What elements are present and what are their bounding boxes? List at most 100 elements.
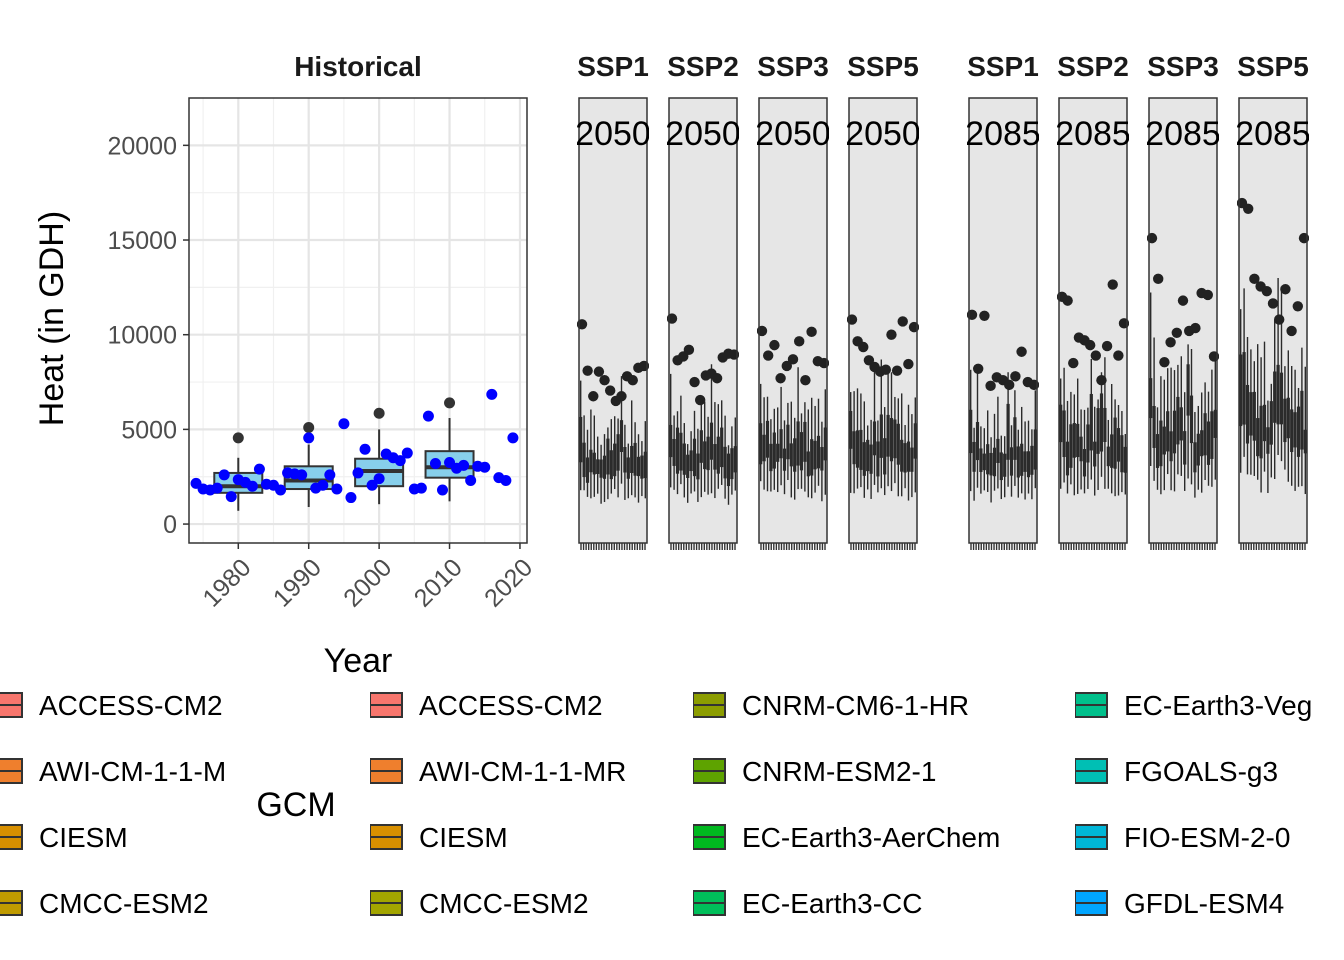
panel-border [758,97,828,544]
data-point [296,469,308,481]
legend-label: AWI-CM-1-1-MR [419,756,626,787]
outlier-point [1016,346,1027,357]
outlier-point [1096,374,1107,386]
mini-box-body [592,452,596,475]
mini-box-body [1193,442,1197,473]
mini-box-body [709,422,714,460]
mini-box-body [996,438,1000,463]
mini-box-body [803,421,807,462]
mini-box-body [1186,364,1190,416]
mini-box-body [903,443,907,473]
mini-box-body [626,457,630,479]
mini-box-body [1266,427,1270,454]
mini-box-body [716,436,720,474]
mini-box-body [692,438,697,477]
mini-box-body [969,409,973,454]
mini-box-body [1113,417,1117,469]
mini-box-body [1096,408,1100,454]
period-label: 2050 [755,115,831,153]
mini-box-body [782,448,787,471]
mini-box-body [810,439,814,476]
data-point [345,492,357,504]
outlier-point [794,336,805,347]
mini-box-body [1123,446,1127,473]
mini-box-body [636,456,641,477]
legend-label: FIO-ESM-2-0 [1124,822,1290,853]
panel-border [848,97,918,544]
y-tick-label: 20000 [107,132,177,160]
panel-background [759,98,827,543]
mini-box-body [823,427,827,461]
mini-box-body [703,441,707,470]
outlier-point [1202,289,1214,301]
mini-box-body [1203,413,1207,456]
strip-label: SSP3 [757,51,829,82]
legend-label: EC-Earth3-Veg [1124,690,1312,721]
mini-box-body [1259,405,1263,459]
legend-column-4: EC-Earth3-Veg FGOALS-g3 FIO-ESM-2-0 GFDL-ES… [1075,690,1312,919]
panel-background [1059,98,1127,543]
mini-box-body [1110,434,1114,468]
mini-box-body [623,447,627,473]
mini-box-body [1176,396,1180,445]
data-point [465,475,477,487]
mini-box-body [913,423,917,459]
legend-label: CNRM-CM6-1-HR [742,690,969,721]
mini-box-body [1189,395,1194,444]
future-panel-2: SSP2 2050 [665,51,741,550]
strip-label: SSP3 [1147,51,1219,82]
mini-box-body [1245,384,1250,444]
future-panel-6: SSP2 2085 [1057,51,1129,550]
period-label: 2050 [665,115,741,153]
mini-box-body [769,443,773,472]
outlier-point [616,391,627,402]
data-point [373,473,385,485]
mini-box-body [1020,443,1024,476]
data-point [366,479,378,491]
mini-box-body [733,446,737,473]
mini-box-body [1239,354,1243,427]
mini-box-body [579,416,583,463]
mini-box-body [582,442,586,478]
data-point [507,432,519,444]
outlier-point [880,364,892,375]
mini-box-body [689,450,693,472]
outlier-point [1243,203,1254,214]
outlier-point [627,374,638,386]
mini-box-body [1293,412,1297,448]
outlier-point [800,374,811,386]
x-axis-title: Year [324,642,393,680]
period-label: 2085 [1235,115,1311,153]
outlier-point [1090,350,1102,361]
mini-box-body [1006,403,1010,460]
mini-box-body [613,443,617,477]
mini-box-body [772,432,776,469]
mini-box-body [1072,423,1076,458]
legend-label: CIESM [39,822,128,853]
data-point [338,418,350,430]
outlier-point [1101,340,1113,352]
legend-label: CIESM [419,822,508,853]
panel-border [968,97,1038,544]
mini-box-body [1116,428,1121,462]
mini-box-body [872,421,877,456]
mini-box-body [796,421,800,466]
data-point [324,469,336,481]
mini-box-body [672,438,676,466]
mini-box-body [1252,391,1256,441]
panel-background [579,98,647,543]
panel-border [1058,97,1128,544]
mini-box-body [675,427,680,474]
mini-box-body [1089,393,1093,451]
mini-box-body [1262,404,1267,442]
mini-box-body [669,424,673,458]
mini-box-body [1155,434,1160,468]
data-point [422,410,434,422]
outlier-point [689,376,700,388]
mini-box-body [1013,417,1017,460]
mini-box-body [1213,409,1217,438]
outlier-point [763,350,774,361]
mini-box-body [686,454,690,478]
outlier-point [787,354,799,365]
